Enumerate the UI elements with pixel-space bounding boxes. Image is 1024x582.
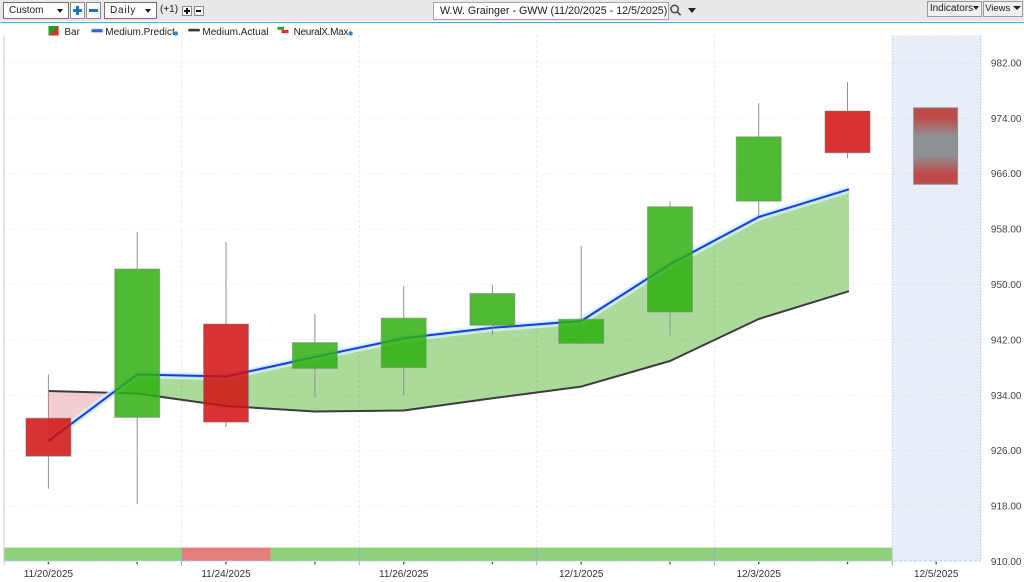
svg-text:910.00: 910.00 [991, 557, 1022, 568]
svg-text:NeuralX.Max: NeuralX.Max [294, 27, 349, 38]
svg-text:11/26/2025: 11/26/2025 [379, 569, 429, 580]
svg-text:Bar: Bar [64, 27, 80, 38]
svg-text:966.00: 966.00 [991, 169, 1022, 180]
svg-text:11/24/2025: 11/24/2025 [201, 569, 251, 580]
svg-text:942.00: 942.00 [991, 335, 1022, 346]
svg-text:11/20/2025: 11/20/2025 [24, 569, 74, 580]
svg-text:Medium.Actual: Medium.Actual [202, 27, 268, 38]
svg-text:918.00: 918.00 [991, 502, 1022, 513]
svg-text:926.00: 926.00 [991, 446, 1022, 457]
svg-text:974.00: 974.00 [991, 114, 1022, 125]
svg-text:958.00: 958.00 [991, 225, 1022, 236]
svg-text:12/1/2025: 12/1/2025 [559, 569, 604, 580]
svg-text:12/3/2025: 12/3/2025 [736, 569, 781, 580]
svg-text:950.00: 950.00 [991, 280, 1022, 291]
svg-text:Medium.Predict: Medium.Predict [105, 27, 175, 38]
svg-text:12/5/2025: 12/5/2025 [914, 569, 959, 580]
svg-text:934.00: 934.00 [991, 391, 1022, 402]
svg-text:982.00: 982.00 [991, 58, 1022, 69]
